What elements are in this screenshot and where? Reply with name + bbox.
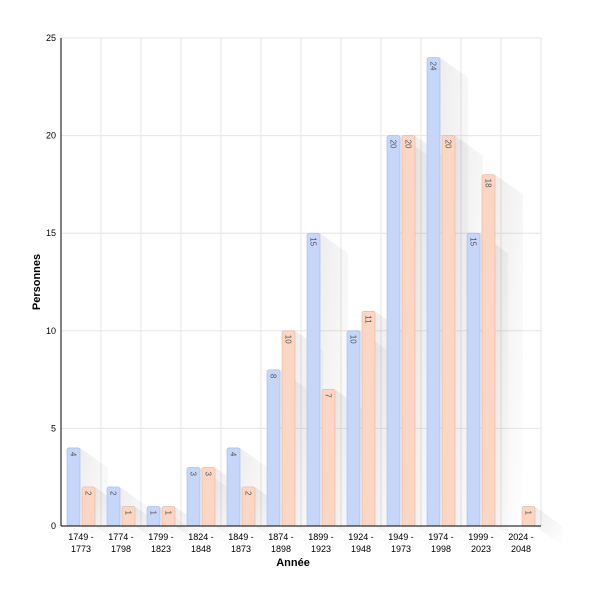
bar-value-label: 3 — [204, 471, 213, 476]
x-tick-label: 1999 -2023 — [468, 532, 494, 554]
x-tick-label: 1949 -1973 — [388, 532, 414, 554]
bar — [481, 174, 496, 527]
y-axis-title: Personnes — [31, 254, 43, 310]
bar-shadow — [495, 174, 523, 546]
bar-value-label: 24 — [429, 62, 438, 71]
bar — [426, 57, 441, 527]
y-tick-label: 15 — [46, 228, 56, 238]
y-tick-label: 10 — [46, 326, 56, 336]
x-tick-label: 1974 -1998 — [428, 532, 454, 554]
bar-value-label: 10 — [284, 335, 293, 344]
x-tick-label: 2024 -2048 — [508, 532, 534, 554]
bar-value-label: 1 — [124, 510, 133, 515]
x-tick-label: 1899 -1923 — [308, 532, 334, 554]
bar-value-label: 3 — [189, 471, 198, 476]
bar-value-label: 2 — [84, 491, 93, 496]
bar — [361, 310, 376, 527]
y-tick-label: 20 — [46, 131, 56, 141]
x-tick-label: 1849 -1873 — [228, 532, 254, 554]
bar-value-label: 20 — [389, 140, 398, 149]
x-tick-label: 1774 -1798 — [108, 532, 134, 554]
bar-value-label: 1 — [164, 510, 173, 515]
axes — [60, 38, 541, 527]
bar — [306, 232, 321, 527]
bar-value-label: 18 — [484, 179, 493, 188]
bar — [386, 135, 401, 527]
bar — [146, 506, 161, 527]
y-tick-label: 5 — [51, 423, 56, 433]
bar-value-label: 20 — [444, 140, 453, 149]
bar — [281, 330, 296, 527]
bar — [521, 506, 536, 527]
bar — [401, 135, 416, 527]
bar-shadow — [535, 506, 563, 546]
bar — [186, 467, 201, 527]
bar — [66, 447, 81, 527]
bar-value-label: 2 — [244, 491, 253, 496]
bar — [441, 135, 456, 527]
bar — [321, 389, 336, 527]
bar — [121, 506, 136, 527]
x-tick-label: 1924 -1948 — [348, 532, 374, 554]
bar-value-label: 8 — [269, 374, 278, 379]
bar — [226, 447, 241, 527]
bar — [201, 467, 216, 527]
bar-value-label: 7 — [324, 393, 333, 398]
bar-value-label: 11 — [364, 315, 373, 324]
y-tick-label: 25 — [46, 33, 56, 43]
x-axis-title: Année — [276, 557, 310, 569]
bar-value-label: 1 — [524, 510, 533, 515]
bar-value-label: 4 — [69, 452, 78, 457]
x-tick-label: 1799 -1823 — [148, 532, 174, 554]
bar-value-label: 4 — [229, 452, 238, 457]
bar-value-label: 10 — [349, 335, 358, 344]
x-tick-label: 1874 -1898 — [268, 532, 294, 554]
bar-value-label: 20 — [404, 140, 413, 149]
x-tick-label: 1749 -1773 — [68, 532, 94, 554]
y-tick-label: 0 — [51, 521, 56, 531]
bar-value-label: 15 — [309, 237, 318, 246]
bars — [66, 57, 536, 527]
bar-value-label: 1 — [149, 510, 158, 515]
bar — [161, 506, 176, 527]
bar — [346, 330, 361, 527]
bar-value-label: 15 — [469, 237, 478, 246]
bar — [266, 369, 281, 527]
bar — [466, 232, 481, 527]
bar-value-label: 2 — [109, 491, 118, 496]
x-tick-label: 1824 -1848 — [188, 532, 214, 554]
